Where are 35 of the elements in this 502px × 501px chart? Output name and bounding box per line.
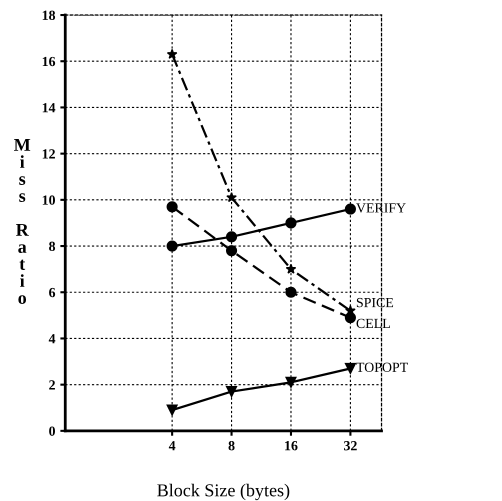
y-tick-label: 2 [49, 380, 55, 390]
series-label: CELL [356, 318, 390, 328]
point [166, 201, 178, 212]
y-tick-label: 6 [49, 288, 56, 298]
point [166, 240, 178, 252]
x-tick-label: 16 [285, 441, 298, 450]
point [226, 192, 237, 202]
y-tick-label: 16 [42, 56, 56, 66]
point [285, 217, 297, 228]
y-tick-label: 8 [49, 242, 56, 251]
series-label: TOPOPT [356, 362, 408, 372]
y-tick-label: 0 [49, 426, 56, 436]
y-tick-label: 12 [42, 149, 55, 158]
point [344, 312, 356, 324]
point [166, 48, 178, 59]
y-tick-label: 10 [42, 195, 56, 205]
point [226, 386, 238, 398]
point [285, 286, 297, 298]
point [166, 404, 178, 416]
point [226, 231, 238, 242]
x-tick-label: 4 [168, 441, 176, 450]
y-tick-label: 18 [42, 10, 56, 20]
y-tick-label: 4 [48, 334, 56, 344]
y-tick-label: 14 [42, 103, 56, 112]
point [286, 264, 296, 274]
x-tick-label: 32 [344, 441, 357, 450]
series-label: SPICE [356, 298, 394, 308]
x-tick-label: 8 [228, 440, 235, 450]
x-axis-title: Block Size (bytes) [157, 484, 290, 500]
point [344, 362, 356, 374]
point [344, 204, 356, 215]
point [226, 245, 238, 256]
series-label: VERIFY [356, 203, 406, 213]
point [285, 376, 297, 388]
text: Miss Ratio [14, 138, 30, 304]
